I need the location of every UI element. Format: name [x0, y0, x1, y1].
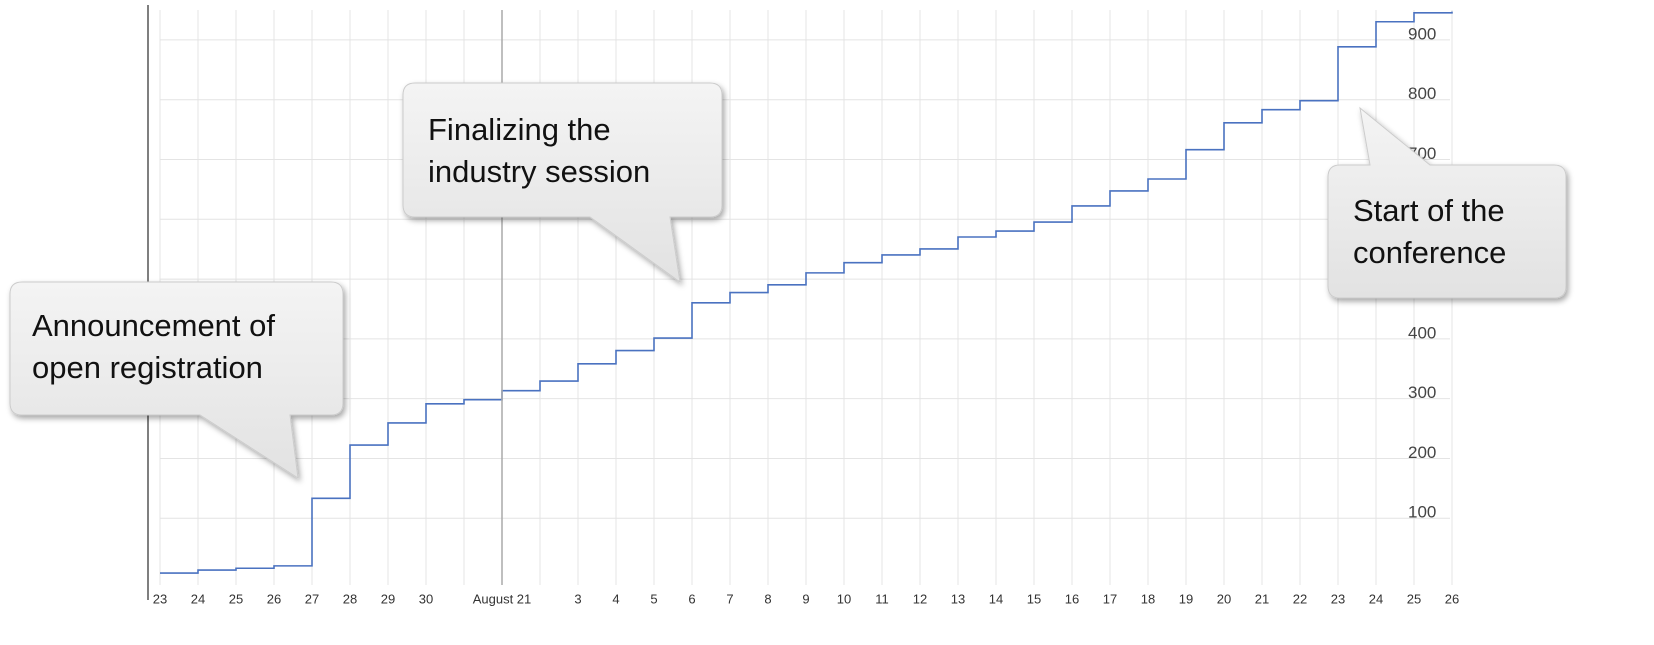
x-tick-label: 14 — [989, 591, 1003, 606]
y-tick-label: 200 — [1408, 443, 1436, 462]
x-tick-label: 12 — [913, 591, 927, 606]
x-tick-label: August 21 — [473, 591, 532, 606]
x-tick-label: 25 — [229, 591, 243, 606]
x-tick-label: 11 — [875, 591, 889, 606]
y-tick-label: 100 — [1408, 503, 1436, 522]
x-tick-label: 6 — [688, 591, 695, 606]
x-tick-label: 17 — [1103, 591, 1117, 606]
x-tick-label: 5 — [650, 591, 657, 606]
x-tick-label: 9 — [802, 591, 809, 606]
x-tick-label: 28 — [343, 591, 357, 606]
annotation-line: Finalizing the — [428, 112, 611, 147]
x-tick-label: 23 — [153, 591, 167, 606]
annotation-line: Start of the — [1353, 193, 1505, 228]
callout — [402, 82, 723, 284]
callout — [1327, 106, 1567, 299]
x-tick-label: 26 — [267, 591, 281, 606]
x-tick-label: 24 — [1369, 591, 1383, 606]
x-tick-label: 16 — [1065, 591, 1079, 606]
annotation-line: industry session — [428, 154, 650, 189]
annotation-line: open registration — [32, 350, 263, 385]
callout — [9, 281, 344, 480]
x-tick-label: 26 — [1445, 591, 1459, 606]
x-tick-label: 8 — [764, 591, 771, 606]
x-tick-label: 29 — [381, 591, 395, 606]
x-tick-label: 18 — [1141, 591, 1155, 606]
x-tick-label: 13 — [951, 591, 965, 606]
plot: 23 24 25 26 27 28 29 30 August 21 3 4 5 6 7 8 9 10 11 12 13… — [153, 10, 1459, 606]
x-tick-label: 21 — [1255, 591, 1269, 606]
x-tick-label: 30 — [419, 591, 433, 606]
annotation-line: conference — [1353, 235, 1506, 270]
y-tick-label: 400 — [1408, 323, 1436, 342]
x-tick-label: 10 — [837, 591, 851, 606]
x-tick-label: 23 — [1331, 591, 1345, 606]
y-tick-label: 800 — [1408, 84, 1436, 103]
x-tick-label: 19 — [1179, 591, 1193, 606]
callouts: Announcement of open registration Finali… — [9, 82, 1567, 480]
x-tick-label: 15 — [1027, 591, 1041, 606]
y-tick-label: 300 — [1408, 383, 1436, 402]
x-tick-label: 7 — [726, 591, 733, 606]
x-tick-label: 3 — [574, 591, 581, 606]
x-tick-label: 20 — [1217, 591, 1231, 606]
step-line — [160, 11, 1453, 574]
x-tick-label: 25 — [1407, 591, 1421, 606]
x-tick-label: 22 — [1293, 591, 1307, 606]
y-tick-label: 900 — [1408, 24, 1436, 43]
x-tick-label: 27 — [305, 591, 319, 606]
x-tick-label: 4 — [612, 591, 619, 606]
x-tick-label: 24 — [191, 591, 205, 606]
annotation-line: Announcement of — [32, 308, 275, 343]
